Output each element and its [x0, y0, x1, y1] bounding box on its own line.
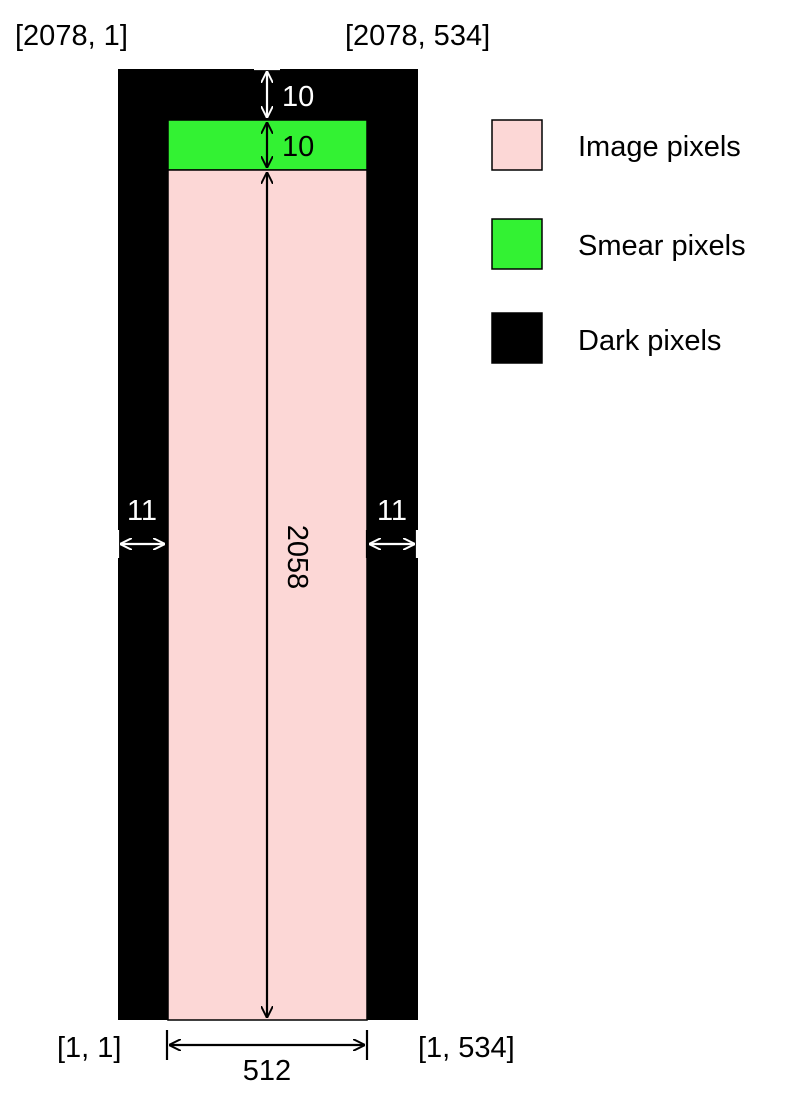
- corner-top-left: [2078, 1]: [15, 20, 128, 52]
- image-cols-label: 512: [243, 1055, 291, 1087]
- legend: Image pixels Smear pixels Dark pixels: [491, 119, 746, 364]
- legend-swatch-dark: [491, 312, 543, 364]
- corner-bottom-left: [1, 1]: [57, 1032, 122, 1064]
- corner-top-right: [2078, 534]: [345, 20, 490, 52]
- right-dark-cols-label: 11: [377, 495, 407, 527]
- legend-swatch-image: [491, 119, 543, 171]
- corner-bottom-right: [1, 534]: [418, 1032, 515, 1064]
- top-dark-rows-label: 10: [282, 81, 314, 113]
- legend-label-dark: Dark pixels: [578, 325, 721, 357]
- left-dark-cols-label: 11: [127, 495, 157, 527]
- smear-rows-label: 10: [282, 131, 314, 163]
- legend-label-image: Image pixels: [578, 131, 741, 163]
- legend-swatch-smear: [491, 218, 543, 270]
- image-rows-label: 2058: [281, 525, 313, 590]
- legend-label-smear: Smear pixels: [578, 230, 746, 262]
